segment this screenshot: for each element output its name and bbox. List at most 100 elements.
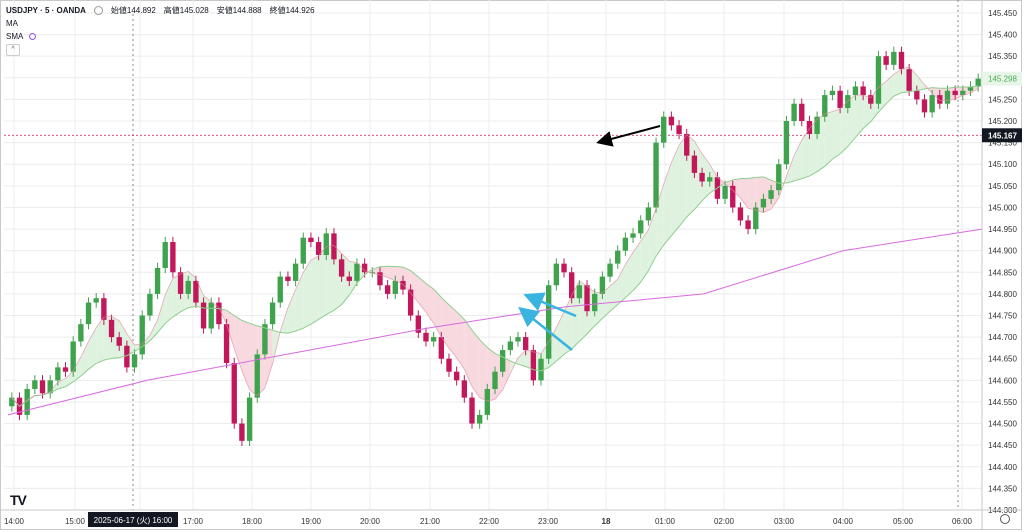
- legend-sma-row[interactable]: SMA: [6, 30, 317, 43]
- cloud-segment: [425, 283, 434, 324]
- candle-body: [116, 337, 122, 346]
- time-tick-label: 06:00: [952, 517, 973, 526]
- candle-body: [139, 315, 145, 355]
- candle-body: [898, 51, 905, 70]
- candle-body: [446, 358, 452, 372]
- legend-ohlc-row[interactable]: USDJPY · 5 · OANDA 始値144.892 高値145.028 安…: [6, 4, 317, 17]
- candle-body: [553, 263, 560, 286]
- candle-body: [960, 90, 966, 96]
- cloud-segment: [441, 297, 449, 349]
- cloud-segment: [748, 177, 756, 211]
- candle-body: [791, 103, 797, 122]
- cloud-segment: [157, 294, 166, 333]
- candle-body: [177, 272, 184, 294]
- time-tick-label: 04:00: [833, 517, 854, 526]
- candle-body: [760, 198, 767, 208]
- candle-body: [538, 358, 544, 381]
- price-tick-label: 144.600: [988, 376, 1017, 385]
- legend-visibility-icon[interactable]: [93, 6, 103, 15]
- cloud-segment: [656, 184, 664, 257]
- last-price-box: [982, 71, 1022, 86]
- legend-sma[interactable]: SMA: [6, 32, 24, 41]
- cloud-segment: [824, 111, 833, 167]
- time-tick-label: 19:00: [301, 517, 322, 526]
- cloud-segment: [310, 255, 319, 325]
- time-tick-label: 18:00: [242, 517, 263, 526]
- candle-body: [967, 86, 974, 91]
- legend-symbol: USDJPY · 5 · OANDA: [6, 6, 86, 15]
- price-tick-label: 144.800: [988, 290, 1017, 299]
- crosshair-price-label: 145.167: [988, 131, 1017, 140]
- price-tick-label: 145.100: [988, 160, 1017, 169]
- candle-body: [730, 185, 736, 208]
- price-tick-label: 145.150: [988, 139, 1017, 148]
- candle-body: [799, 103, 805, 122]
- candle-body: [814, 116, 820, 134]
- ma-lines: [7, 66, 983, 416]
- candle-body: [24, 388, 30, 415]
- candle-body: [162, 242, 168, 268]
- candle-body: [852, 86, 859, 96]
- candle-body: [254, 354, 260, 398]
- candle-body: [937, 95, 943, 104]
- candle-body: [361, 263, 368, 273]
- cloud-segment: [671, 145, 680, 236]
- cloud-segment: [479, 339, 488, 402]
- candle-body: [684, 133, 690, 156]
- candle-body: [461, 380, 468, 398]
- candle-body: [569, 272, 575, 299]
- candle-body: [55, 367, 61, 381]
- candle-body: [185, 280, 191, 294]
- price-axis[interactable]: 145.450145.400145.350145.300145.250145.2…: [981, 0, 1022, 530]
- last-price-label: 145.298: [988, 75, 1017, 84]
- tradingview-logo: TV: [10, 492, 27, 508]
- candle-body: [929, 95, 935, 113]
- legend-ma-row[interactable]: MA: [6, 17, 317, 30]
- cloud-segment: [241, 320, 250, 390]
- candle-body: [216, 302, 222, 325]
- candle-body: [699, 172, 705, 182]
- candle-body: [338, 259, 345, 277]
- candle-body: [822, 95, 828, 117]
- candle-body: [722, 185, 728, 199]
- annotations: [518, 125, 661, 351]
- cloud-segment: [640, 229, 649, 283]
- candle-body: [630, 233, 636, 238]
- settings-gear-icon[interactable]: [1000, 514, 1010, 524]
- candle-body: [208, 302, 214, 329]
- legend: USDJPY · 5 · OANDA 始値144.892 高値145.028 安…: [6, 4, 317, 56]
- candle-body: [883, 56, 889, 65]
- cloud-segment: [801, 128, 810, 179]
- price-tick-label: 144.350: [988, 484, 1017, 493]
- time-tick-label: 03:00: [774, 517, 795, 526]
- candle-body: [599, 276, 606, 294]
- candle-body: [975, 78, 981, 87]
- candle-body: [231, 363, 237, 424]
- legend-ma[interactable]: MA: [6, 19, 18, 28]
- time-tick-label: 18: [602, 517, 611, 526]
- crosshair-time-label: 2025-06-17 (火) 16:00: [94, 516, 173, 525]
- candle-body: [576, 285, 583, 299]
- cloud-segment: [518, 350, 526, 367]
- collapse-legend-button[interactable]: ^: [6, 43, 20, 56]
- grid-lines: [4, 0, 982, 511]
- cloud-segment: [679, 134, 687, 227]
- time-axis[interactable]: 14:00 15:00 17:00 18:00 19:00 20:00 21:00 22:00…: [0, 509, 1022, 527]
- sma-line: [7, 228, 983, 416]
- cloud-segment: [916, 75, 925, 91]
- candle-body: [269, 302, 276, 325]
- candle-body: [323, 233, 329, 255]
- ma-cloud: [11, 66, 979, 407]
- cloud-segment: [326, 245, 334, 315]
- cloud-segment: [740, 178, 749, 209]
- cloud-segment: [886, 74, 894, 104]
- price-tick-label: 144.450: [988, 441, 1017, 450]
- candle-body: [384, 285, 391, 294]
- sma-settings-icon[interactable]: [29, 33, 37, 40]
- crosshair-time-box: [88, 512, 178, 527]
- cloud-segment: [648, 208, 657, 271]
- price-tick-label: 144.550: [988, 398, 1017, 407]
- cloud-segment: [464, 319, 472, 387]
- candle-body: [768, 190, 774, 199]
